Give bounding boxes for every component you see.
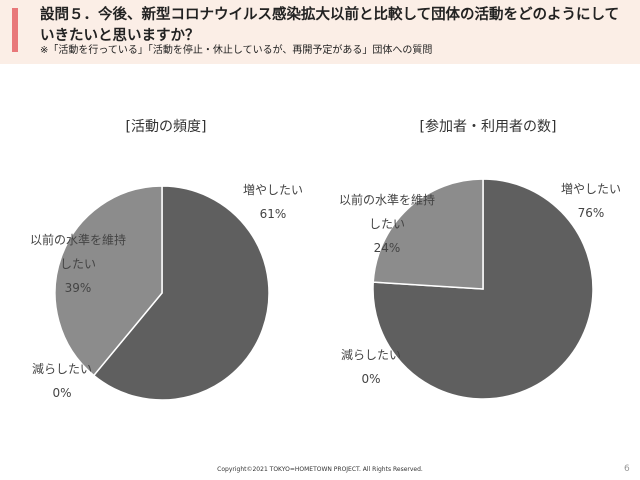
pie-slice-2-2	[372, 178, 484, 290]
page-number: 6	[624, 464, 630, 474]
slice-label-2-2: 以前の水準を維持	[339, 192, 435, 207]
chart-title-2: [参加者・利用者の数]	[420, 118, 557, 135]
slice-percent-2-3: 0%	[361, 372, 380, 386]
pie-slice-1-2	[54, 185, 163, 377]
slice-percent-2-2: 24%	[374, 241, 401, 255]
slice-percent-1-3: 0%	[52, 386, 71, 400]
slice-label-1-1: 増やしたい	[243, 183, 303, 197]
slice-label-1-3: 減らしたい	[32, 361, 92, 376]
slice-percent-1-2: 39%	[65, 281, 92, 295]
slice-label-2-3: 減らしたい	[341, 347, 401, 362]
slice-percent-2-1: 76%	[578, 206, 605, 220]
pie-slice-1-1	[92, 185, 270, 401]
header-accent-bar	[12, 8, 18, 52]
header-band: 設問５．今後、新型コロナウイルス感染拡大以前と比較して団体の活動をどのようにして…	[0, 0, 640, 64]
page-title: 設問５．今後、新型コロナウイルス感染拡大以前と比較して団体の活動をどのようにして…	[40, 7, 620, 44]
slice-label-1-2: 以前の水準を維持	[30, 232, 126, 247]
footer-copyright: Copyright©2021 TOKYO=HOMETOWN PROJECT. A…	[217, 466, 423, 473]
slice-label-2-1: 増やしたい	[561, 182, 621, 196]
slice-label-2-2: したい	[369, 217, 405, 231]
chart-title-1: [活動の頻度]	[126, 119, 207, 135]
page-subtitle: ※「活動を行っている」「活動を停止・休止しているが、再開予定がある」団体への質問	[40, 45, 433, 56]
slice-percent-1-1: 61%	[260, 207, 287, 221]
slice-label-1-2: したい	[60, 257, 96, 271]
